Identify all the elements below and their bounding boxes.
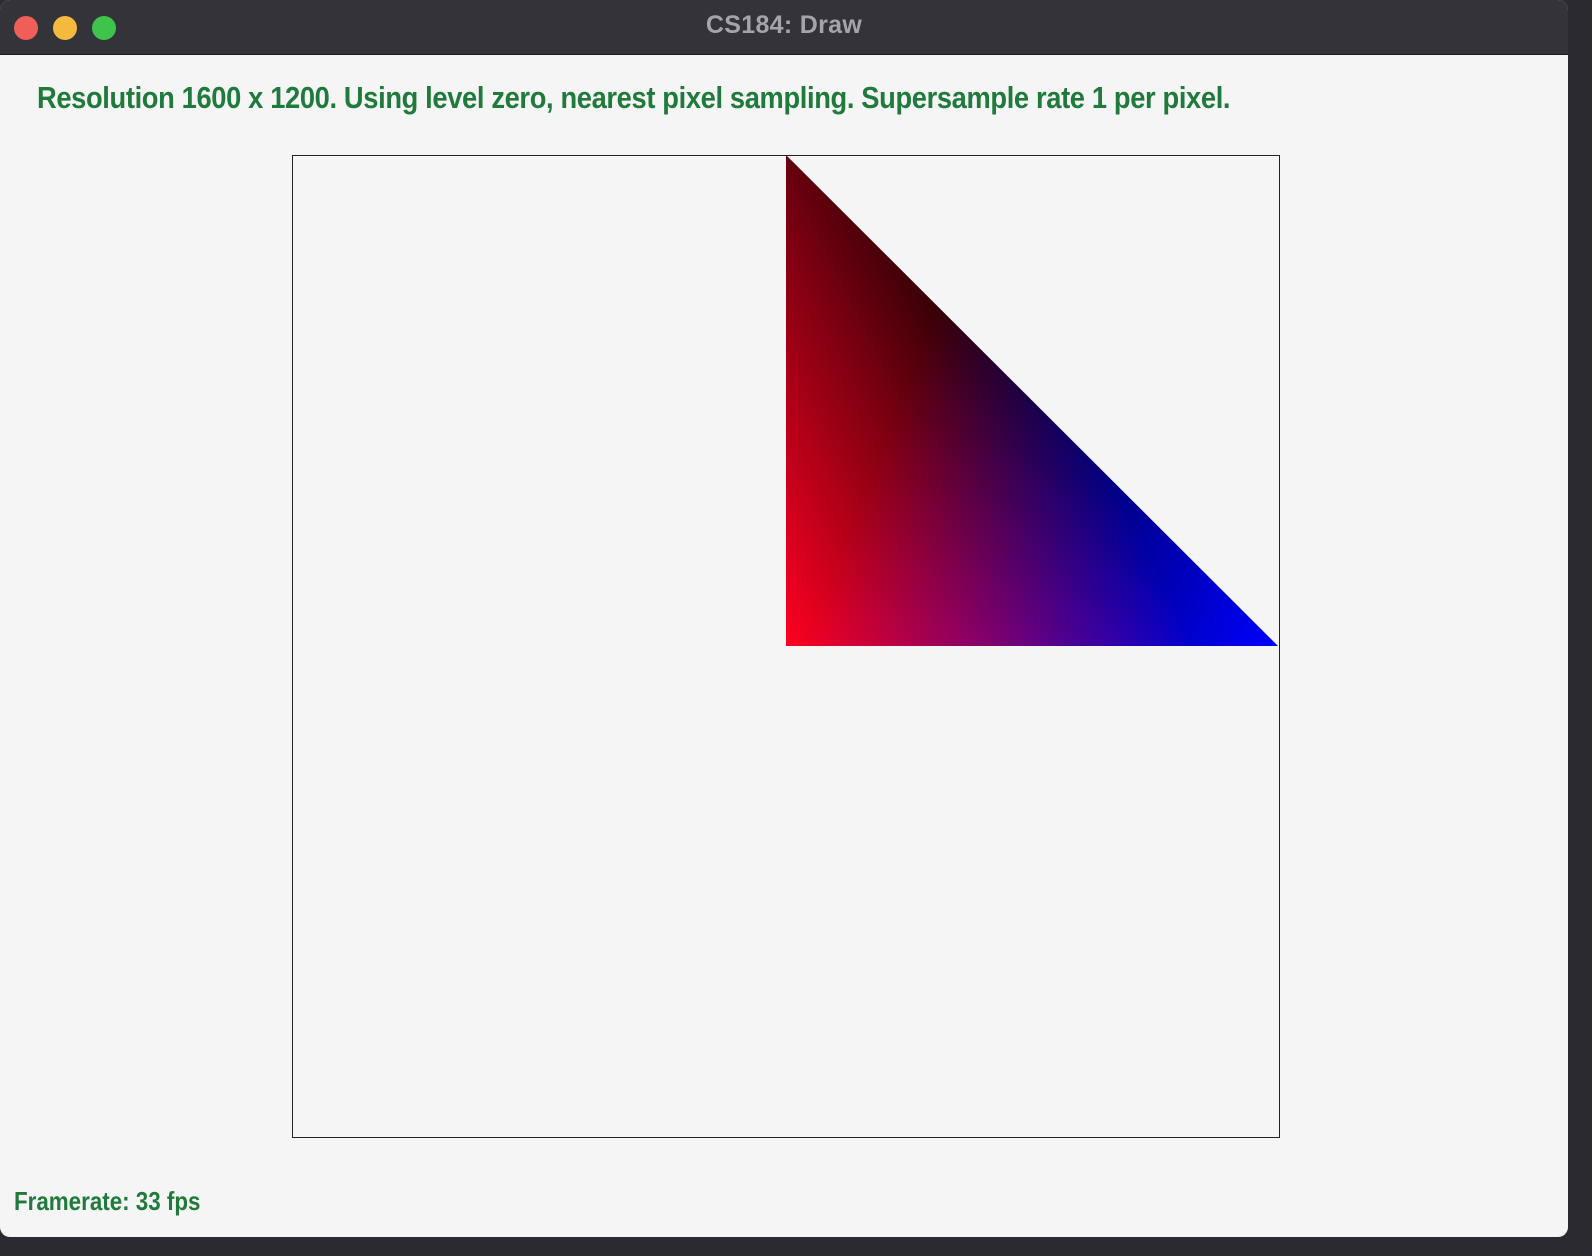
render-info-text: Resolution 1600 x 1200. Using level zero… (37, 80, 1231, 115)
draw-canvas[interactable] (0, 0, 1568, 1237)
title-bar[interactable]: CS184: Draw (0, 0, 1568, 55)
color-triangle (786, 155, 1278, 646)
minimize-button[interactable] (53, 16, 77, 40)
app-window: CS184: Draw Resolution 1600 x 1200. Usin… (0, 0, 1568, 1237)
close-button[interactable] (14, 16, 38, 40)
window-title: CS184: Draw (705, 11, 863, 39)
framerate-text: Framerate: 33 fps (14, 1186, 201, 1216)
maximize-button[interactable] (92, 16, 116, 40)
